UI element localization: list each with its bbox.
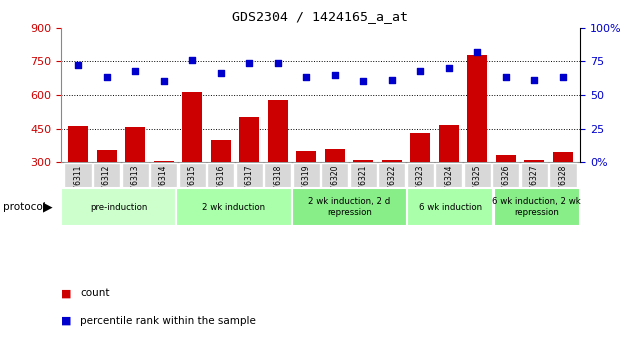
Bar bbox=[211, 140, 231, 229]
Text: GSM76318: GSM76318 bbox=[273, 165, 282, 206]
Bar bbox=[97, 150, 117, 229]
Bar bbox=[207, 163, 234, 218]
Text: ■: ■ bbox=[61, 288, 71, 298]
Text: GSM76317: GSM76317 bbox=[245, 165, 254, 206]
Bar bbox=[350, 163, 377, 218]
Bar bbox=[492, 163, 519, 218]
Text: ■: ■ bbox=[61, 316, 71, 326]
Text: GSM76323: GSM76323 bbox=[416, 165, 425, 206]
Bar bbox=[125, 127, 145, 229]
Bar bbox=[410, 133, 430, 229]
Text: ▶: ▶ bbox=[43, 200, 53, 214]
Point bbox=[301, 75, 312, 80]
Text: GSM76320: GSM76320 bbox=[330, 165, 339, 206]
Point bbox=[101, 75, 112, 80]
Text: GSM76311: GSM76311 bbox=[74, 165, 83, 206]
Bar bbox=[296, 151, 316, 229]
Point bbox=[272, 60, 283, 65]
Bar bbox=[435, 163, 462, 218]
Bar bbox=[122, 163, 149, 218]
Point bbox=[558, 75, 568, 80]
Bar bbox=[464, 163, 491, 218]
Bar bbox=[236, 163, 263, 218]
Bar bbox=[293, 163, 320, 218]
Bar bbox=[494, 188, 580, 226]
Text: GSM76315: GSM76315 bbox=[188, 165, 197, 206]
Bar bbox=[176, 188, 292, 226]
Bar bbox=[268, 100, 288, 229]
Bar bbox=[154, 161, 174, 229]
Point bbox=[130, 68, 140, 73]
Bar bbox=[553, 152, 573, 229]
Bar bbox=[239, 117, 259, 229]
Point bbox=[73, 62, 83, 68]
Bar bbox=[150, 163, 177, 218]
Text: 6 wk induction, 2 wk
repression: 6 wk induction, 2 wk repression bbox=[492, 197, 581, 217]
Bar bbox=[325, 149, 345, 229]
Bar bbox=[179, 163, 206, 218]
Bar bbox=[521, 163, 548, 218]
Text: GSM76314: GSM76314 bbox=[159, 165, 168, 206]
Bar bbox=[264, 163, 291, 218]
Point bbox=[358, 79, 369, 84]
Point bbox=[444, 65, 454, 71]
Bar bbox=[407, 163, 434, 218]
Bar bbox=[407, 188, 494, 226]
Bar bbox=[68, 126, 88, 229]
Point bbox=[215, 71, 226, 76]
Text: GSM76322: GSM76322 bbox=[387, 165, 396, 206]
Text: protocol: protocol bbox=[3, 202, 46, 212]
Point bbox=[329, 72, 340, 78]
Text: 2 wk induction, 2 d
repression: 2 wk induction, 2 d repression bbox=[308, 197, 390, 217]
Bar bbox=[549, 163, 576, 218]
Text: GDS2304 / 1424165_a_at: GDS2304 / 1424165_a_at bbox=[233, 10, 408, 23]
Bar bbox=[61, 188, 176, 226]
Point bbox=[158, 79, 169, 84]
Point bbox=[387, 77, 397, 83]
Text: GSM76326: GSM76326 bbox=[501, 165, 510, 206]
Bar bbox=[378, 163, 405, 218]
Point bbox=[472, 49, 483, 55]
Text: count: count bbox=[80, 288, 110, 298]
Point bbox=[244, 60, 254, 65]
Text: GSM76321: GSM76321 bbox=[359, 165, 368, 206]
Point bbox=[529, 77, 540, 83]
Text: GSM76325: GSM76325 bbox=[473, 165, 482, 206]
Text: 2 wk induction: 2 wk induction bbox=[203, 203, 265, 211]
Text: 6 wk induction: 6 wk induction bbox=[419, 203, 482, 211]
Bar bbox=[65, 163, 92, 218]
Text: percentile rank within the sample: percentile rank within the sample bbox=[80, 316, 256, 326]
Text: GSM76327: GSM76327 bbox=[530, 165, 539, 206]
Bar bbox=[496, 155, 516, 229]
Bar bbox=[182, 91, 202, 229]
Bar bbox=[467, 55, 487, 229]
Bar bbox=[353, 160, 373, 229]
Text: GSM76313: GSM76313 bbox=[131, 165, 140, 206]
Point bbox=[501, 75, 511, 80]
Bar bbox=[292, 188, 407, 226]
Text: GSM76316: GSM76316 bbox=[216, 165, 225, 206]
Text: GSM76312: GSM76312 bbox=[102, 165, 111, 206]
Bar bbox=[524, 160, 544, 229]
Text: GSM76319: GSM76319 bbox=[302, 165, 311, 206]
Bar bbox=[439, 125, 459, 229]
Bar bbox=[93, 163, 120, 218]
Bar bbox=[321, 163, 348, 218]
Text: GSM76328: GSM76328 bbox=[558, 165, 567, 206]
Text: GSM76324: GSM76324 bbox=[444, 165, 453, 206]
Point bbox=[187, 57, 197, 63]
Text: pre-induction: pre-induction bbox=[90, 203, 147, 211]
Point bbox=[415, 68, 426, 73]
Bar bbox=[382, 160, 402, 229]
